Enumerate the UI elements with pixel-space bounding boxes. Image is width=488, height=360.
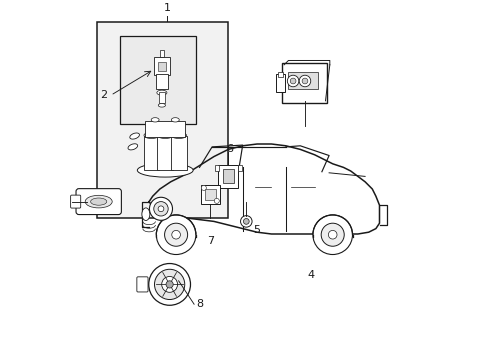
Bar <box>237 165 242 171</box>
Text: 8: 8 <box>196 299 203 309</box>
Bar <box>201 185 219 204</box>
Circle shape <box>214 198 219 203</box>
Bar <box>222 169 234 183</box>
Circle shape <box>162 276 177 292</box>
Circle shape <box>243 219 249 224</box>
Bar <box>156 74 167 89</box>
Circle shape <box>164 223 187 246</box>
Circle shape <box>321 223 344 246</box>
Ellipse shape <box>90 198 106 205</box>
Circle shape <box>156 215 196 255</box>
Ellipse shape <box>142 208 149 220</box>
Circle shape <box>171 230 180 239</box>
FancyBboxPatch shape <box>282 63 326 103</box>
Bar <box>287 72 318 89</box>
Ellipse shape <box>158 104 165 107</box>
Text: 6: 6 <box>225 144 232 154</box>
Circle shape <box>240 216 251 227</box>
Circle shape <box>153 202 168 216</box>
Circle shape <box>287 75 298 87</box>
Circle shape <box>149 197 172 220</box>
Ellipse shape <box>137 163 193 177</box>
FancyBboxPatch shape <box>70 195 81 208</box>
Bar <box>159 92 164 103</box>
Text: 1: 1 <box>163 3 170 13</box>
Ellipse shape <box>157 132 172 139</box>
Bar <box>277 72 282 77</box>
Text: 3: 3 <box>78 197 85 207</box>
Ellipse shape <box>143 132 159 139</box>
Text: 4: 4 <box>307 270 314 280</box>
Bar <box>214 165 219 171</box>
Circle shape <box>148 264 190 305</box>
Bar <box>171 136 186 170</box>
Circle shape <box>154 269 184 300</box>
Bar <box>160 50 163 57</box>
Bar <box>157 136 173 170</box>
Bar <box>143 136 159 170</box>
FancyBboxPatch shape <box>76 189 121 215</box>
Circle shape <box>201 185 206 190</box>
Bar <box>204 189 216 200</box>
Bar <box>276 74 285 92</box>
Circle shape <box>166 281 173 288</box>
Bar <box>97 22 228 218</box>
FancyBboxPatch shape <box>137 277 148 292</box>
Circle shape <box>299 75 310 87</box>
Ellipse shape <box>151 118 159 122</box>
Bar <box>154 57 169 75</box>
Circle shape <box>158 206 163 212</box>
Ellipse shape <box>171 118 179 122</box>
Bar <box>157 62 166 71</box>
Ellipse shape <box>157 90 166 95</box>
Ellipse shape <box>128 144 137 150</box>
Text: 2: 2 <box>100 90 107 100</box>
Text: 7: 7 <box>206 236 213 246</box>
Text: 5: 5 <box>253 225 260 235</box>
Circle shape <box>312 215 352 255</box>
Ellipse shape <box>129 133 139 139</box>
Ellipse shape <box>85 195 112 208</box>
Bar <box>145 121 184 137</box>
Circle shape <box>289 78 295 84</box>
Bar <box>120 36 196 124</box>
Ellipse shape <box>171 132 186 139</box>
Circle shape <box>328 230 336 239</box>
Bar <box>218 165 238 188</box>
Circle shape <box>302 78 307 84</box>
